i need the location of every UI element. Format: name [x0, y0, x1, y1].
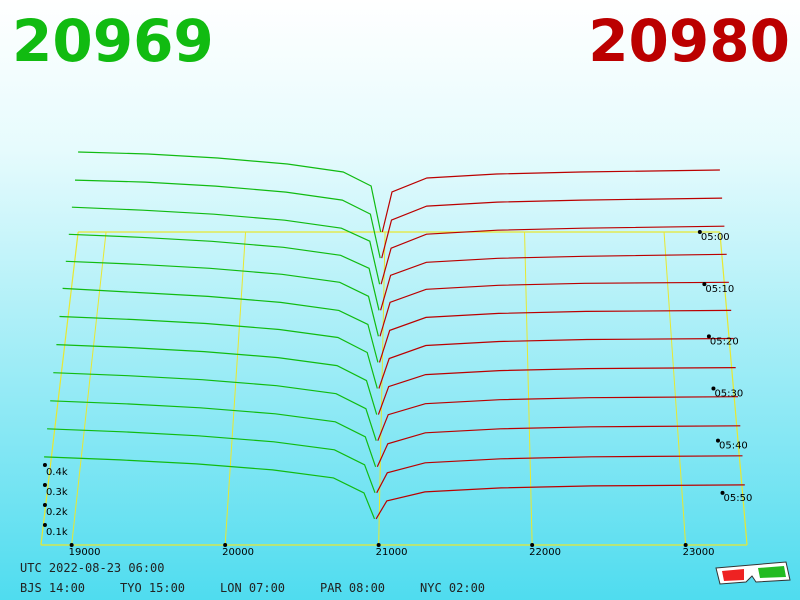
bid-depth-line — [68, 233, 380, 311]
y-tick-label: 0.3k — [46, 487, 68, 498]
x-tick-label: 20000 — [222, 547, 254, 558]
bid-depth-line — [56, 344, 378, 415]
time-tick-label: 05:30 — [714, 389, 743, 400]
bid-depth-line — [74, 179, 381, 259]
tick-mark — [223, 543, 228, 547]
city-time: PAR 08:00 — [320, 581, 385, 595]
bid-depth-line — [47, 428, 376, 494]
bid-depth-line — [62, 287, 379, 363]
bid-depth-line — [65, 260, 379, 337]
bid-depth-line — [53, 372, 377, 441]
bid-depth-line — [50, 400, 377, 467]
bid-depth-line — [71, 206, 381, 285]
x-tick-label: 23000 — [683, 547, 715, 558]
ask-depth-line — [378, 337, 734, 389]
ask-depth-line — [379, 281, 729, 337]
ask-depth-line — [380, 253, 727, 311]
bid-depth-line — [59, 315, 378, 389]
tick-mark — [706, 334, 711, 339]
utc-time: UTC 2022-08-23 06:00 — [20, 561, 165, 575]
tick-mark — [42, 523, 47, 527]
tick-mark — [376, 543, 381, 547]
time-tick-label: 05:10 — [705, 284, 734, 295]
tick-mark — [697, 230, 702, 234]
y-tick-label: 0.4k — [46, 467, 68, 478]
floor-edge — [40, 231, 79, 546]
grid-line — [71, 231, 107, 546]
x-tick-label: 22000 — [529, 547, 561, 558]
y-tick-label: 0.2k — [46, 507, 68, 518]
time-tick-label: 05:00 — [701, 232, 730, 243]
time-tick-label: 05:50 — [724, 493, 753, 504]
tick-mark — [711, 386, 716, 391]
ask-depth-line — [376, 455, 743, 494]
bid-depth-line — [44, 456, 376, 520]
bid-depth-line — [78, 151, 382, 233]
floor-edge — [719, 231, 748, 546]
grid-line — [663, 231, 687, 546]
tick-mark — [42, 463, 47, 467]
tick-mark — [69, 543, 74, 547]
depth-curves — [44, 151, 745, 520]
tick-mark — [702, 282, 707, 287]
ask-depth-line — [376, 425, 741, 468]
ask-depth-line — [381, 169, 720, 233]
floor — [40, 231, 748, 546]
x-tick-label: 21000 — [376, 547, 408, 558]
city-time: LON 07:00 — [220, 581, 285, 595]
city-time: BJS 14:00 — [20, 581, 85, 595]
ask-depth-line — [380, 225, 725, 285]
tick-mark — [42, 503, 47, 507]
ticks: 19000 20000 21000 22000 23000 05:00 05:10 05:20… — [42, 230, 753, 558]
time-tick-label: 05:20 — [710, 336, 739, 347]
x-tick-label: 19000 — [69, 547, 101, 558]
grid-line — [378, 231, 386, 546]
tick-mark — [683, 543, 688, 547]
ask-price: 20980 — [588, 7, 790, 75]
ask-depth-line — [377, 396, 739, 441]
tick-mark — [42, 483, 47, 487]
city-time: NYC 02:00 — [420, 581, 485, 595]
3d-glasses-icon — [715, 561, 791, 585]
city-times: BJS 14:00 TYO 15:00 LON 07:00 PAR 08:00 NYC … — [20, 581, 485, 595]
ask-depth-line — [381, 197, 723, 259]
city-time: TYO 15:00 — [120, 581, 185, 595]
ask-depth-line — [377, 367, 736, 415]
ask-depth-line — [378, 309, 732, 363]
time-tick-label: 05:40 — [719, 441, 748, 452]
bid-price: 20969 — [12, 7, 214, 75]
tick-mark — [720, 490, 725, 495]
grid-line — [224, 231, 247, 546]
ask-depth-line — [375, 484, 745, 520]
y-tick-label: 0.1k — [46, 527, 68, 538]
tick-mark — [530, 543, 535, 547]
tick-mark — [715, 438, 720, 443]
